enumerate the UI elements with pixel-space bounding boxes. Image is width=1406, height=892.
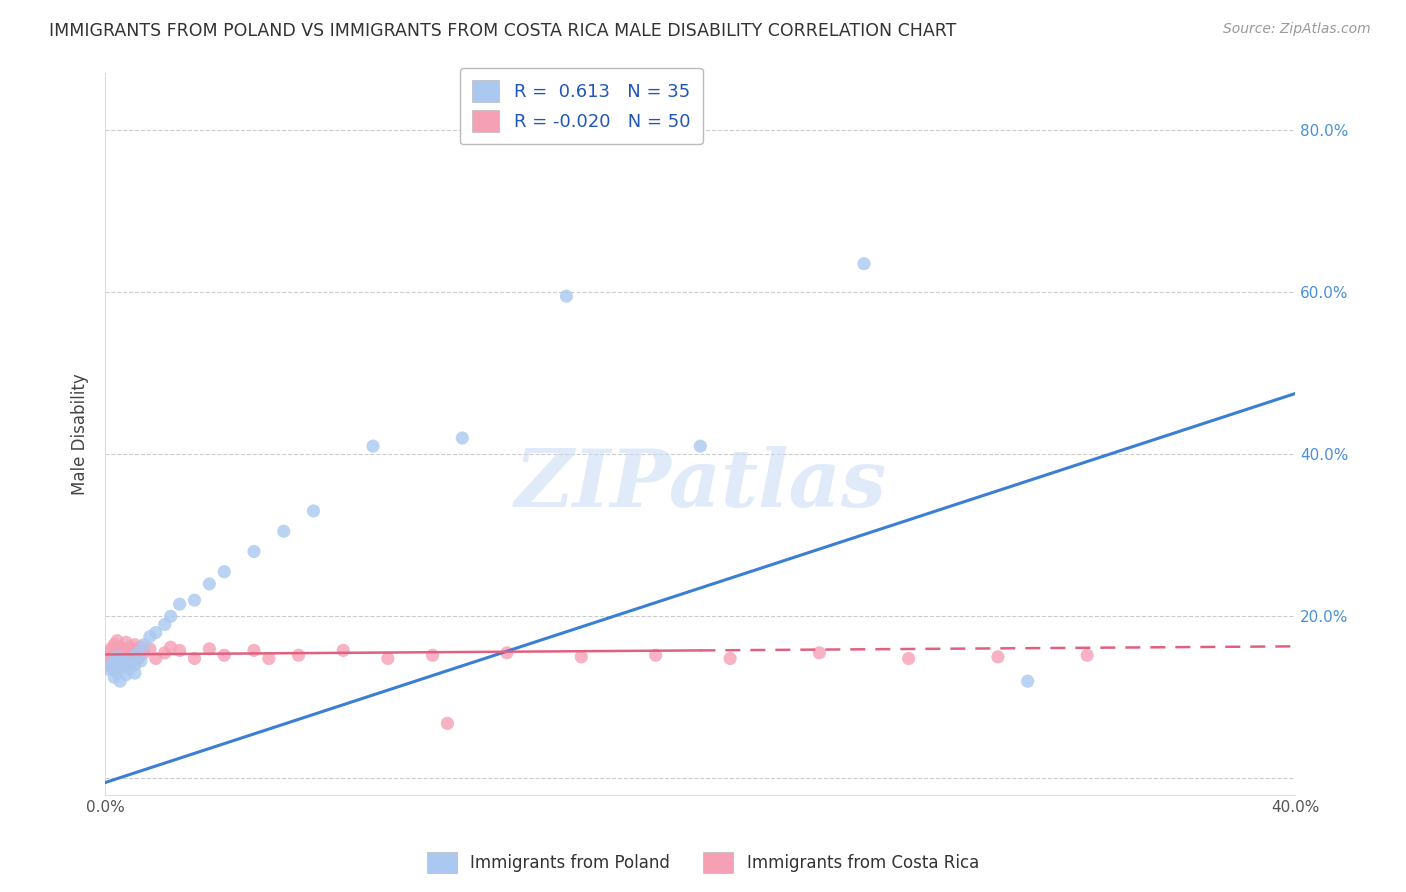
Point <box>108 649 131 664</box>
Point <box>183 593 205 607</box>
Legend: R =  0.613   N = 35, R = -0.020   N = 50: R = 0.613 N = 35, R = -0.020 N = 50 <box>460 68 703 145</box>
Point <box>153 646 176 660</box>
Point <box>100 654 122 668</box>
Point <box>124 648 146 663</box>
Point <box>169 643 191 657</box>
Point <box>103 662 125 676</box>
Point <box>243 643 266 657</box>
Point <box>808 646 831 660</box>
Point <box>132 646 155 660</box>
Point <box>100 641 122 656</box>
Point <box>100 658 122 673</box>
Point <box>132 638 155 652</box>
Point <box>115 658 138 673</box>
Point <box>377 651 399 665</box>
Point <box>105 633 128 648</box>
Y-axis label: Male Disability: Male Disability <box>72 373 89 495</box>
Point <box>97 658 120 673</box>
Point <box>853 257 876 271</box>
Point <box>436 716 458 731</box>
Point <box>243 544 266 558</box>
Point <box>121 657 143 671</box>
Point <box>139 630 162 644</box>
Point <box>112 654 135 668</box>
Point <box>115 646 138 660</box>
Text: ZIPatlas: ZIPatlas <box>515 446 886 524</box>
Point <box>332 643 354 657</box>
Point <box>555 289 578 303</box>
Point <box>112 654 135 668</box>
Point <box>105 643 128 657</box>
Point <box>108 659 131 673</box>
Point <box>124 666 146 681</box>
Point <box>103 670 125 684</box>
Point <box>897 651 920 665</box>
Point <box>422 648 444 663</box>
Point <box>257 651 280 665</box>
Point <box>153 617 176 632</box>
Point <box>569 649 592 664</box>
Point <box>302 504 325 518</box>
Point <box>129 640 152 655</box>
Point <box>127 651 149 665</box>
Point <box>169 597 191 611</box>
Point <box>451 431 474 445</box>
Point <box>212 648 235 663</box>
Point <box>987 649 1010 664</box>
Point <box>287 648 309 663</box>
Point <box>103 638 125 652</box>
Point <box>1076 648 1098 663</box>
Text: IMMIGRANTS FROM POLAND VS IMMIGRANTS FROM COSTA RICA MALE DISABILITY CORRELATION: IMMIGRANTS FROM POLAND VS IMMIGRANTS FRO… <box>49 22 956 40</box>
Point <box>105 666 128 681</box>
Point <box>97 646 120 660</box>
Point <box>1017 674 1039 689</box>
Point <box>212 565 235 579</box>
Point <box>159 640 181 655</box>
Point <box>198 641 221 656</box>
Point <box>644 648 666 663</box>
Point <box>361 439 384 453</box>
Point <box>115 635 138 649</box>
Point <box>121 651 143 665</box>
Point <box>118 640 141 655</box>
Point <box>183 651 205 665</box>
Point <box>718 651 741 665</box>
Point <box>145 651 167 665</box>
Point <box>121 643 143 657</box>
Point <box>129 654 152 668</box>
Text: Source: ZipAtlas.com: Source: ZipAtlas.com <box>1223 22 1371 37</box>
Point <box>273 524 295 539</box>
Point <box>689 439 711 453</box>
Point <box>105 649 128 664</box>
Point <box>127 646 149 660</box>
Point <box>145 625 167 640</box>
Point <box>118 651 141 665</box>
Point <box>118 662 141 676</box>
Point <box>108 659 131 673</box>
Point <box>97 662 120 676</box>
Point <box>103 648 125 663</box>
Point <box>198 577 221 591</box>
Point <box>115 667 138 681</box>
Point <box>159 609 181 624</box>
Point <box>139 641 162 656</box>
Point <box>124 658 146 673</box>
Point <box>108 674 131 689</box>
Point <box>124 638 146 652</box>
Point <box>112 643 135 657</box>
Point <box>115 657 138 671</box>
Point <box>105 657 128 671</box>
Point <box>496 646 519 660</box>
Point <box>103 654 125 668</box>
Legend: Immigrants from Poland, Immigrants from Costa Rica: Immigrants from Poland, Immigrants from … <box>420 846 986 880</box>
Point <box>108 640 131 655</box>
